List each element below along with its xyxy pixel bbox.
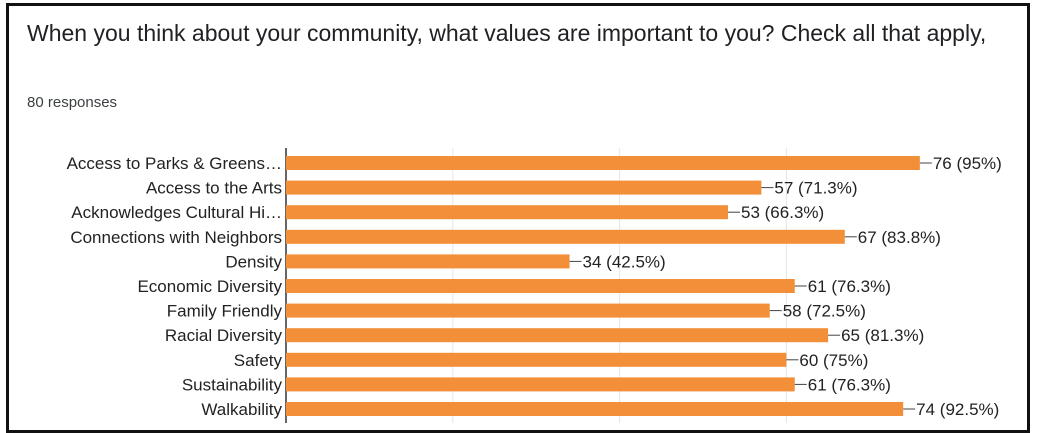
category-label: Racial Diversity — [165, 326, 283, 345]
data-label: 60 (75%) — [799, 351, 868, 370]
category-label: Access to the Arts — [146, 179, 282, 198]
bar — [286, 229, 845, 244]
bar — [286, 352, 787, 367]
data-label: 67 (83.8%) — [858, 228, 941, 247]
question-title: When you think about your community, wha… — [27, 20, 987, 46]
data-label: 57 (71.3%) — [774, 179, 857, 198]
category-label: Family Friendly — [167, 302, 283, 321]
data-label: 53 (66.3%) — [741, 203, 824, 222]
bar — [286, 156, 920, 170]
category-label: Acknowledges Cultural Hi… — [71, 203, 282, 222]
response-count: 80 responses — [27, 94, 118, 111]
bar — [286, 377, 795, 392]
category-label: Density — [225, 252, 282, 271]
bar — [286, 279, 795, 293]
bar — [286, 303, 770, 318]
data-label: 34 (42.5%) — [583, 252, 666, 271]
category-label: Access to Parks & Greens… — [67, 154, 282, 173]
bar — [286, 180, 762, 195]
bar — [286, 328, 829, 343]
bar — [286, 402, 904, 416]
data-label: 74 (92.5%) — [916, 400, 999, 419]
data-label: 58 (72.5%) — [783, 302, 866, 321]
data-label: 65 (81.3%) — [841, 326, 924, 345]
bar — [286, 254, 570, 269]
category-label: Walkability — [201, 400, 282, 419]
category-label: Economic Diversity — [137, 277, 282, 296]
data-label: 76 (95%) — [933, 154, 1002, 173]
category-label: Safety — [234, 351, 283, 370]
bar — [286, 205, 729, 220]
category-label: Sustainability — [182, 375, 283, 394]
data-label: 61 (76.3%) — [808, 375, 891, 394]
data-label: 61 (76.3%) — [808, 277, 891, 296]
bar-chart: Access to Parks & Greens… 76 (95%) Access … — [67, 148, 1002, 423]
category-label: Connections with Neighbors — [70, 228, 282, 247]
